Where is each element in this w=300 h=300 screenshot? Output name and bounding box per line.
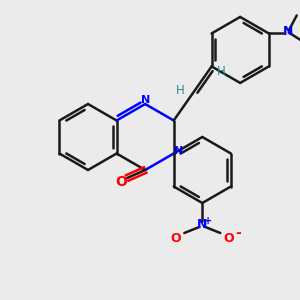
Text: +: + <box>204 216 212 226</box>
Text: O: O <box>115 175 127 189</box>
Text: N: N <box>283 25 293 38</box>
Text: N: N <box>174 146 183 157</box>
Text: H: H <box>176 84 185 97</box>
Text: O: O <box>223 232 234 244</box>
Text: -: - <box>236 226 241 240</box>
Text: O: O <box>170 232 181 244</box>
Text: N: N <box>140 95 150 105</box>
Text: N: N <box>197 218 208 232</box>
Text: H: H <box>217 65 226 78</box>
